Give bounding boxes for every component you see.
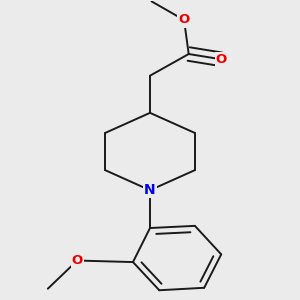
- Text: O: O: [178, 14, 190, 26]
- Text: O: O: [72, 254, 83, 267]
- Text: N: N: [144, 183, 156, 197]
- Text: O: O: [216, 53, 227, 66]
